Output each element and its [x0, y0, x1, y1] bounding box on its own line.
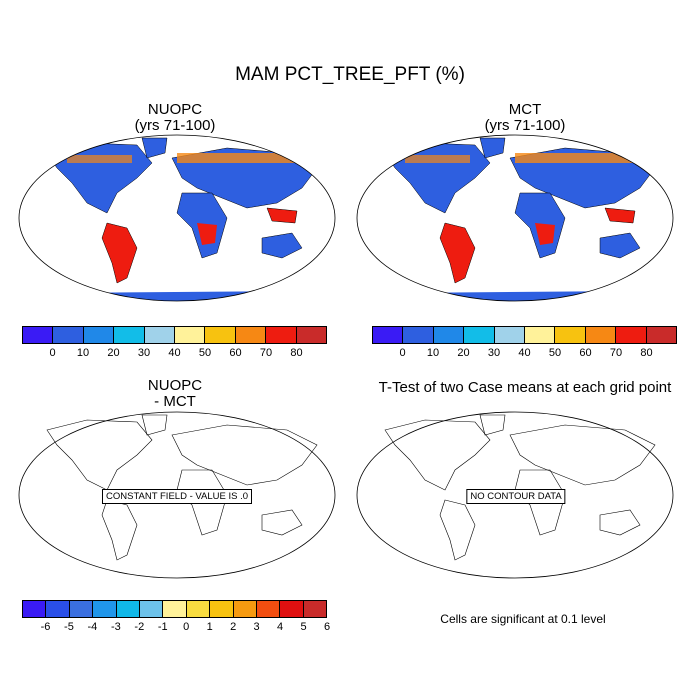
panel-title-ttest: T-Test of two Case means at each grid po…	[378, 379, 672, 396]
panel-subtitle-line: (yrs 71-100)	[484, 117, 566, 134]
colorbar-cell	[23, 327, 54, 343]
colorbar-tick-label: 80	[290, 347, 303, 359]
colorbar-cell	[186, 601, 211, 617]
colorbar-cell	[433, 327, 465, 343]
colorbar-tick-label: 1	[206, 621, 213, 633]
colorbar-cell	[266, 327, 297, 343]
colorbar-cell	[116, 601, 140, 617]
colorbar-cell	[114, 327, 145, 343]
colorbar-tick-label: 10	[76, 347, 90, 359]
colorbar-cell	[494, 327, 526, 343]
map-ttest	[356, 411, 674, 579]
map-nuopc	[18, 134, 336, 302]
colorbar-tick-label: 30	[137, 347, 151, 359]
colorbar-cell	[280, 601, 304, 617]
colorbar-difference	[22, 600, 327, 618]
panel-subtitle-line: (yrs 71-100)	[134, 117, 216, 134]
figure-title: MAM PCT_TREE_PFT (%)	[235, 64, 465, 85]
colorbar-tick-label: 80	[640, 347, 653, 359]
panel-title-line: MCT	[508, 101, 542, 118]
colorbar-tick-label: 3	[253, 621, 260, 633]
colorbar-cell	[175, 327, 206, 343]
colorbar-cell	[210, 601, 234, 617]
map-mct	[356, 134, 674, 302]
colorbar-cell	[83, 327, 115, 343]
colorbar-tick-label: -5	[64, 621, 74, 633]
colorbar-tick-label: -4	[87, 621, 98, 633]
colorbar-cell	[616, 327, 647, 343]
colorbar-top-left-labels: 0 10 20 30 40 50 60 70 80	[22, 347, 327, 361]
colorbar-cell	[296, 327, 327, 343]
colorbar-tick-label: -2	[134, 621, 145, 633]
colorbar-cell	[46, 601, 70, 617]
colorbar-cell	[585, 327, 617, 343]
colorbar-cell	[646, 327, 677, 343]
colorbar-tick-label: 6	[323, 621, 331, 633]
panel-title-difference: NUOPC - MCT	[25, 378, 325, 410]
colorbar-top-left	[22, 326, 327, 344]
colorbar-cell	[256, 601, 281, 617]
colorbar-difference-labels: -6 -5 -4 -3 -2 -1 0 1 2 3 4 5 6	[22, 621, 331, 635]
significance-note: Cells are significant at 0.1 level	[440, 612, 606, 626]
colorbar-cell	[163, 601, 187, 617]
colorbar-cell	[235, 327, 267, 343]
colorbar-tick-label: 50	[548, 347, 562, 359]
panel-title-line: NUOPC	[147, 377, 203, 394]
colorbar-cell	[53, 327, 84, 343]
colorbar-tick-label: 30	[487, 347, 501, 359]
panel-title-mct: MCT (yrs 71-100)	[375, 102, 675, 134]
colorbar-tick-label: 0	[399, 347, 406, 359]
colorbar-cell	[139, 601, 164, 617]
colorbar-tick-label: 2	[230, 621, 237, 633]
no-contour-message: NO CONTOUR DATA	[466, 489, 566, 504]
colorbar-cell	[303, 601, 327, 617]
colorbar-cell	[525, 327, 556, 343]
coastlines	[384, 414, 656, 561]
colorbar-tick-label: 70	[259, 347, 273, 359]
land-fill	[46, 137, 318, 301]
colorbar-tick-label: -3	[110, 621, 121, 633]
coastlines	[46, 414, 318, 561]
colorbar-tick-label: 0	[183, 621, 190, 633]
colorbar-cell	[144, 327, 176, 343]
colorbar-cell	[69, 601, 94, 617]
colorbar-tick-label: 20	[457, 347, 470, 359]
colorbar-tick-label: -1	[157, 621, 168, 633]
panel-title-nuopc: NUOPC (yrs 71-100)	[25, 102, 325, 134]
colorbar-tick-label: 10	[426, 347, 440, 359]
panel-subtitle-line: - MCT	[154, 393, 196, 410]
colorbar-tick-label: 5	[300, 621, 307, 633]
colorbar-tick-label: 70	[609, 347, 623, 359]
colorbar-tick-label: 20	[107, 347, 120, 359]
colorbar-cell	[93, 601, 117, 617]
colorbar-tick-label: 0	[49, 347, 56, 359]
colorbar-tick-label: 40	[168, 347, 181, 359]
land-fill	[384, 137, 656, 301]
colorbar-tick-label: -6	[40, 621, 51, 633]
colorbar-top-right-labels: 0 10 20 30 40 50 60 70 80	[372, 347, 677, 361]
colorbar-tick-label: 4	[277, 621, 284, 633]
colorbar-cell	[233, 601, 257, 617]
colorbar-tick-label: 40	[518, 347, 531, 359]
map-difference	[18, 411, 336, 579]
constant-field-message: CONSTANT FIELD - VALUE IS .0	[101, 489, 253, 504]
colorbar-cell	[23, 601, 47, 617]
colorbar-cell	[373, 327, 404, 343]
colorbar-cell	[464, 327, 495, 343]
colorbar-tick-label: 50	[198, 347, 212, 359]
colorbar-top-right	[372, 326, 677, 344]
colorbar-cell	[555, 327, 586, 343]
colorbar-tick-label: 60	[579, 347, 592, 359]
panel-title-line: NUOPC	[147, 101, 203, 118]
colorbar-tick-label: 60	[229, 347, 242, 359]
colorbar-cell	[205, 327, 236, 343]
colorbar-cell	[403, 327, 434, 343]
